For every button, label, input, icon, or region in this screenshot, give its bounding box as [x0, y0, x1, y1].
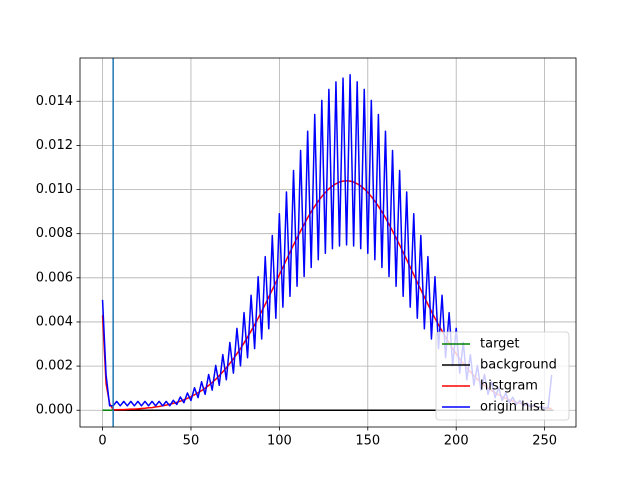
- x-tick-label: 250: [532, 434, 557, 449]
- x-tick-label: 200: [444, 434, 469, 449]
- x-tick-label: 150: [355, 434, 380, 449]
- y-tick-label: 0.004: [36, 314, 73, 329]
- x-tick-label: 50: [183, 434, 200, 449]
- x-tick-label: 0: [98, 434, 106, 449]
- legend-label: target: [480, 337, 520, 352]
- y-tick-label: 0.000: [36, 403, 73, 418]
- axes-frame: [79, 57, 577, 428]
- y-tick-label: 0.002: [36, 359, 73, 374]
- legend-box: [435, 331, 570, 421]
- y-tick-label: 0.006: [36, 270, 73, 285]
- y-tick-label: 0.014: [36, 94, 73, 109]
- y-tick-label: 0.008: [36, 226, 73, 241]
- legend-label: background: [480, 358, 557, 373]
- legend: target background histgram origin hist: [435, 331, 570, 421]
- ticks: 0 50 100 150 200 250 0.000 0.002 0.004 0.006 0.008…: [36, 94, 557, 449]
- legend-label: origin hist: [480, 400, 545, 415]
- x-tick-label: 100: [267, 434, 292, 449]
- y-tick-label: 0.012: [36, 138, 73, 153]
- legend-label: histgram: [480, 379, 538, 394]
- y-tick-label: 0.010: [36, 182, 73, 197]
